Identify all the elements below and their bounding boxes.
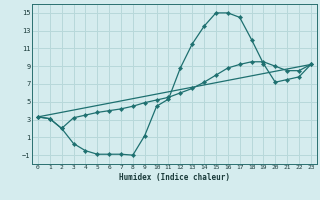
X-axis label: Humidex (Indice chaleur): Humidex (Indice chaleur) — [119, 173, 230, 182]
